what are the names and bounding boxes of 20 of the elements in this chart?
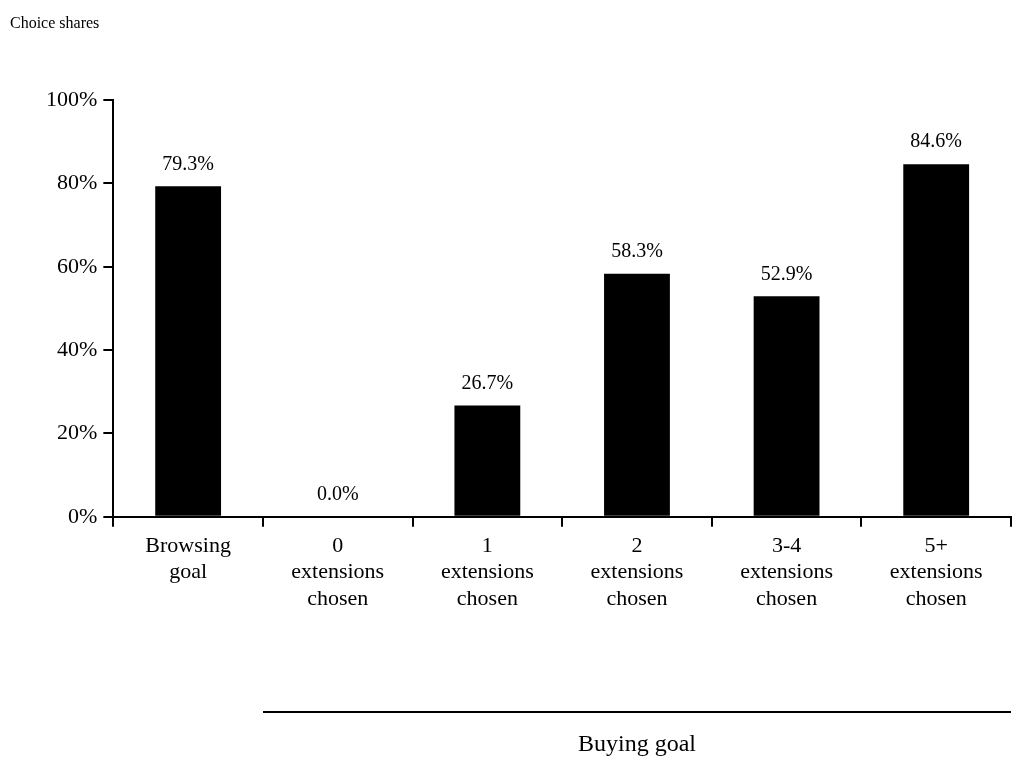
data-label: 26.7% [461,370,514,393]
x-tick-label: 2 extensions chosen [590,531,684,610]
data-label: 52.9% [760,261,813,284]
x-tick-label: 5+ extensions chosen [889,531,983,610]
y-tick-label: 100% [46,85,98,111]
y-tick-label: 20% [57,419,98,445]
x-tick-label: 0 extensions chosen [291,531,385,610]
data-label: 84.6% [910,129,963,152]
text: Buying goal [577,730,696,757]
y-tick-label: 80% [57,169,98,195]
x-tick-label: Browsing goal [145,531,231,584]
y-tick-label: 60% [57,252,98,278]
data-label: 0.0% [316,482,359,505]
x-tick-label: 1 extensions chosen [440,531,534,610]
y-axis-title: Choice shares [10,14,100,32]
y-tick-label: 0% [68,502,98,528]
x-tick-label: 3-4 extensions chosen [740,531,834,610]
data-label: 79.3% [162,151,214,174]
data-label: 58.3% [611,239,663,262]
y-tick-label: 40% [57,335,98,361]
